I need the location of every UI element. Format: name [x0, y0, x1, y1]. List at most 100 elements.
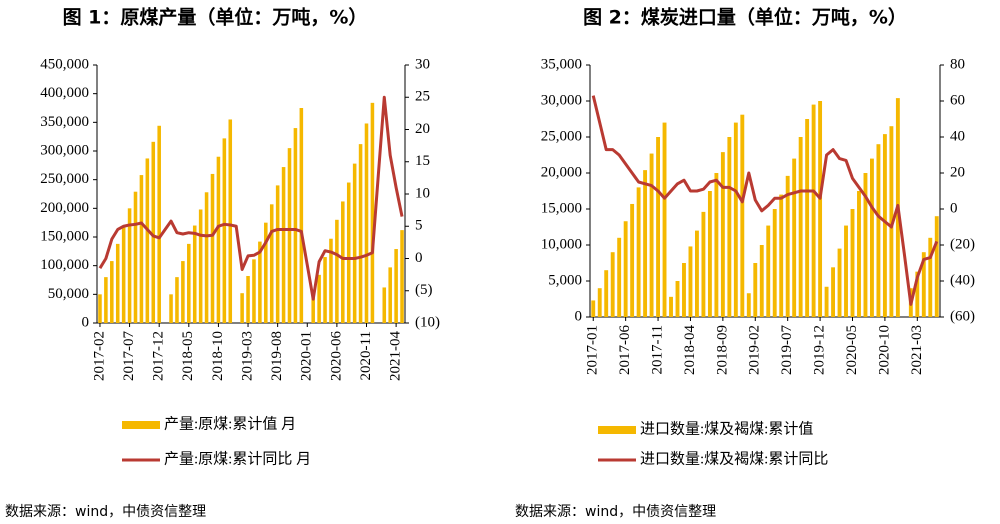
- bar: [352, 163, 357, 323]
- y2-tick-label: (10): [415, 314, 440, 330]
- y2-tick-label: (40): [950, 272, 975, 288]
- x-tick-label: 2019-02: [747, 325, 763, 375]
- bar: [733, 122, 738, 317]
- y2-tick-label: 0: [950, 200, 958, 216]
- bar: [746, 293, 751, 317]
- x-tick-label: 2017-07: [121, 331, 137, 381]
- bar: [228, 119, 233, 323]
- bar: [169, 294, 173, 323]
- bar: [317, 274, 321, 323]
- bar: [779, 194, 784, 317]
- source-note: 数据来源：wind，中债资信整理: [5, 504, 206, 520]
- bar: [837, 248, 842, 317]
- bar: [753, 263, 758, 317]
- x-tick-label: 2021-04: [388, 331, 404, 381]
- bar: [928, 237, 933, 317]
- bar: [275, 185, 280, 323]
- bar: [222, 138, 227, 323]
- bar: [216, 156, 221, 323]
- x-tick-label: 2019-07: [779, 325, 795, 375]
- bar: [857, 191, 861, 317]
- legend-swatch: [122, 421, 160, 429]
- bar: [707, 191, 712, 317]
- y-tick-label: 20,000: [541, 164, 582, 180]
- x-tick-label: 2020-01: [299, 331, 315, 381]
- bar: [805, 119, 810, 317]
- bar: [370, 102, 375, 323]
- bar: [133, 191, 138, 323]
- bar: [388, 267, 392, 323]
- y-tick-label: 35,000: [541, 56, 582, 72]
- chart-title: 图 2：煤炭进口量（单位：万吨，%）: [583, 6, 907, 29]
- legend-label: 产量:原煤:累计同比 月: [164, 450, 311, 467]
- bar: [714, 173, 719, 317]
- x-tick-label: 2018-04: [682, 325, 698, 375]
- legend-label: 进口数量:煤及褐煤:累计同比: [640, 450, 828, 467]
- y2-tick-label: 25: [415, 89, 430, 105]
- y-tick-label: 300,000: [40, 142, 89, 158]
- line: [98, 95, 404, 301]
- bar: [811, 104, 816, 317]
- bar: [688, 246, 693, 317]
- bar: [287, 148, 292, 323]
- bar: [824, 286, 829, 317]
- y2-tick-label: 80: [950, 56, 965, 72]
- bar: [597, 288, 602, 317]
- bar: [293, 128, 298, 323]
- y-tick-label: 250,000: [40, 171, 89, 187]
- x-tick-label: 2017-01: [585, 325, 601, 375]
- bar: [720, 152, 725, 317]
- bar: [311, 292, 315, 323]
- bar: [831, 267, 835, 317]
- bar: [157, 125, 161, 323]
- y-tick-label: 200,000: [40, 200, 89, 216]
- bar: [192, 225, 197, 323]
- bar: [346, 182, 351, 323]
- x-tick-label: 2020-06: [328, 331, 344, 381]
- bar: [844, 225, 848, 317]
- bar: [636, 187, 641, 317]
- bar: [104, 277, 108, 323]
- y-tick-label: 400,000: [40, 85, 89, 101]
- bar: [364, 123, 369, 323]
- bar: [358, 144, 363, 323]
- legend-label: 进口数量:煤及褐煤:累计值: [640, 420, 813, 437]
- y-tick-label: 30,000: [541, 92, 582, 108]
- bar: [766, 225, 771, 317]
- bar: [727, 137, 732, 317]
- y2-tick-label: (5): [415, 282, 433, 298]
- line: [591, 95, 939, 306]
- y-tick-label: 100,000: [40, 257, 89, 273]
- bar: [695, 230, 699, 317]
- y2-tick-label: 40: [950, 128, 965, 144]
- bar: [252, 259, 256, 323]
- y-tick-label: 0: [575, 308, 583, 324]
- bar: [98, 294, 102, 323]
- y-tick-label: 50,000: [48, 286, 89, 302]
- bar: [818, 101, 823, 317]
- x-tick-label: 2018-09: [714, 325, 730, 375]
- y-tick-label: 0: [82, 314, 90, 330]
- y2-tick-label: 30: [415, 56, 430, 72]
- x-tick-label: 2017-02: [91, 331, 107, 381]
- y-tick-label: 15,000: [541, 200, 582, 216]
- y-tick-label: 10,000: [541, 236, 582, 252]
- bar: [121, 225, 126, 323]
- bar: [649, 153, 654, 317]
- bar: [682, 263, 686, 317]
- y2-tick-label: 0: [415, 250, 423, 266]
- bar: [772, 209, 777, 317]
- legend-swatch: [598, 426, 636, 434]
- bar: [675, 281, 680, 317]
- bar: [198, 209, 203, 323]
- bar: [264, 222, 268, 323]
- bar: [617, 237, 622, 317]
- x-tick-label: 2018-05: [180, 331, 196, 381]
- bar: [145, 158, 150, 323]
- bar: [181, 261, 185, 323]
- bar: [870, 158, 874, 317]
- bar: [591, 300, 596, 317]
- y2-tick-label: 10: [415, 185, 430, 201]
- x-tick-label: 2019-08: [269, 331, 285, 381]
